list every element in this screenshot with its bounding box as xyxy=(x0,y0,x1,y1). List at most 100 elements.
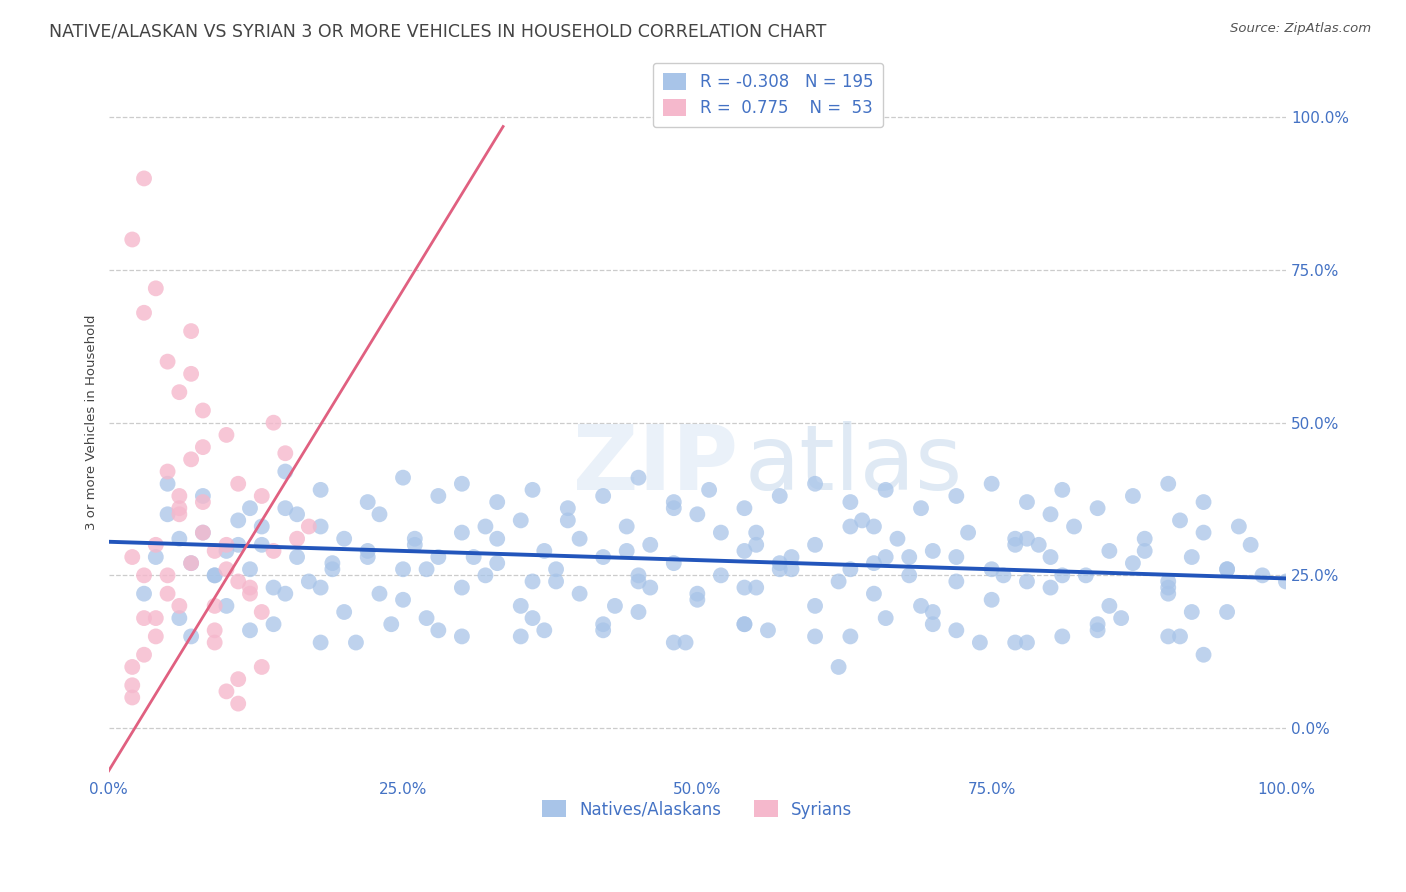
Point xyxy=(945,574,967,589)
Point xyxy=(533,624,555,638)
Point xyxy=(132,648,155,662)
Point xyxy=(215,544,238,558)
Point xyxy=(132,171,155,186)
Point xyxy=(839,519,862,533)
Point xyxy=(380,617,402,632)
Point xyxy=(1227,519,1250,533)
Point xyxy=(333,605,356,619)
Point xyxy=(368,508,391,522)
Point xyxy=(180,324,202,338)
Point xyxy=(1052,629,1074,643)
Point xyxy=(745,581,768,595)
Point xyxy=(298,574,321,589)
Point xyxy=(1004,532,1026,546)
Point xyxy=(285,549,308,564)
Point xyxy=(191,525,214,540)
Point xyxy=(921,544,943,558)
Point xyxy=(191,495,214,509)
Point xyxy=(263,416,285,430)
Point xyxy=(969,635,991,649)
Point xyxy=(1181,605,1204,619)
Point xyxy=(839,629,862,643)
Text: atlas: atlas xyxy=(744,421,963,509)
Point xyxy=(368,587,391,601)
Point xyxy=(204,568,226,582)
Point xyxy=(1157,629,1180,643)
Point xyxy=(733,581,755,595)
Point xyxy=(169,599,191,613)
Point xyxy=(121,690,143,705)
Point xyxy=(592,489,614,503)
Point xyxy=(180,556,202,570)
Point xyxy=(662,495,685,509)
Point xyxy=(486,532,509,546)
Point xyxy=(875,611,897,625)
Point xyxy=(804,476,827,491)
Point xyxy=(451,476,474,491)
Point xyxy=(132,611,155,625)
Point xyxy=(592,617,614,632)
Point xyxy=(404,538,426,552)
Point xyxy=(239,562,262,576)
Point xyxy=(1168,629,1191,643)
Point xyxy=(215,428,238,442)
Point xyxy=(557,501,579,516)
Point xyxy=(544,562,567,576)
Point xyxy=(156,508,179,522)
Point xyxy=(156,476,179,491)
Point xyxy=(204,599,226,613)
Point xyxy=(333,532,356,546)
Point xyxy=(357,549,380,564)
Point xyxy=(474,568,496,582)
Point xyxy=(156,568,179,582)
Point xyxy=(627,574,650,589)
Point xyxy=(415,562,437,576)
Point xyxy=(1157,476,1180,491)
Point xyxy=(451,581,474,595)
Point xyxy=(1109,611,1132,625)
Point xyxy=(250,538,273,552)
Point xyxy=(204,568,226,582)
Point xyxy=(745,525,768,540)
Point xyxy=(169,611,191,625)
Point xyxy=(662,501,685,516)
Point xyxy=(1251,568,1274,582)
Point xyxy=(1098,544,1121,558)
Point xyxy=(274,465,297,479)
Point xyxy=(993,568,1015,582)
Point xyxy=(804,538,827,552)
Point xyxy=(627,605,650,619)
Point xyxy=(509,629,531,643)
Point xyxy=(1216,605,1239,619)
Point xyxy=(274,587,297,601)
Point xyxy=(603,599,626,613)
Point xyxy=(285,532,308,546)
Legend: Natives/Alaskans, Syrians: Natives/Alaskans, Syrians xyxy=(536,794,859,825)
Point xyxy=(156,587,179,601)
Point xyxy=(1192,525,1215,540)
Point xyxy=(1157,587,1180,601)
Point xyxy=(321,562,343,576)
Point xyxy=(509,513,531,527)
Point xyxy=(533,544,555,558)
Point xyxy=(522,483,544,497)
Point xyxy=(392,562,415,576)
Point xyxy=(226,538,249,552)
Point xyxy=(733,617,755,632)
Point xyxy=(121,232,143,246)
Point xyxy=(898,549,921,564)
Point xyxy=(309,483,332,497)
Point xyxy=(180,556,202,570)
Point xyxy=(509,599,531,613)
Point xyxy=(180,367,202,381)
Point xyxy=(226,476,249,491)
Point xyxy=(427,624,450,638)
Point xyxy=(1015,574,1038,589)
Point xyxy=(169,385,191,400)
Point xyxy=(486,556,509,570)
Point xyxy=(392,592,415,607)
Point xyxy=(544,574,567,589)
Text: Source: ZipAtlas.com: Source: ZipAtlas.com xyxy=(1230,22,1371,36)
Point xyxy=(1015,532,1038,546)
Point xyxy=(1216,562,1239,576)
